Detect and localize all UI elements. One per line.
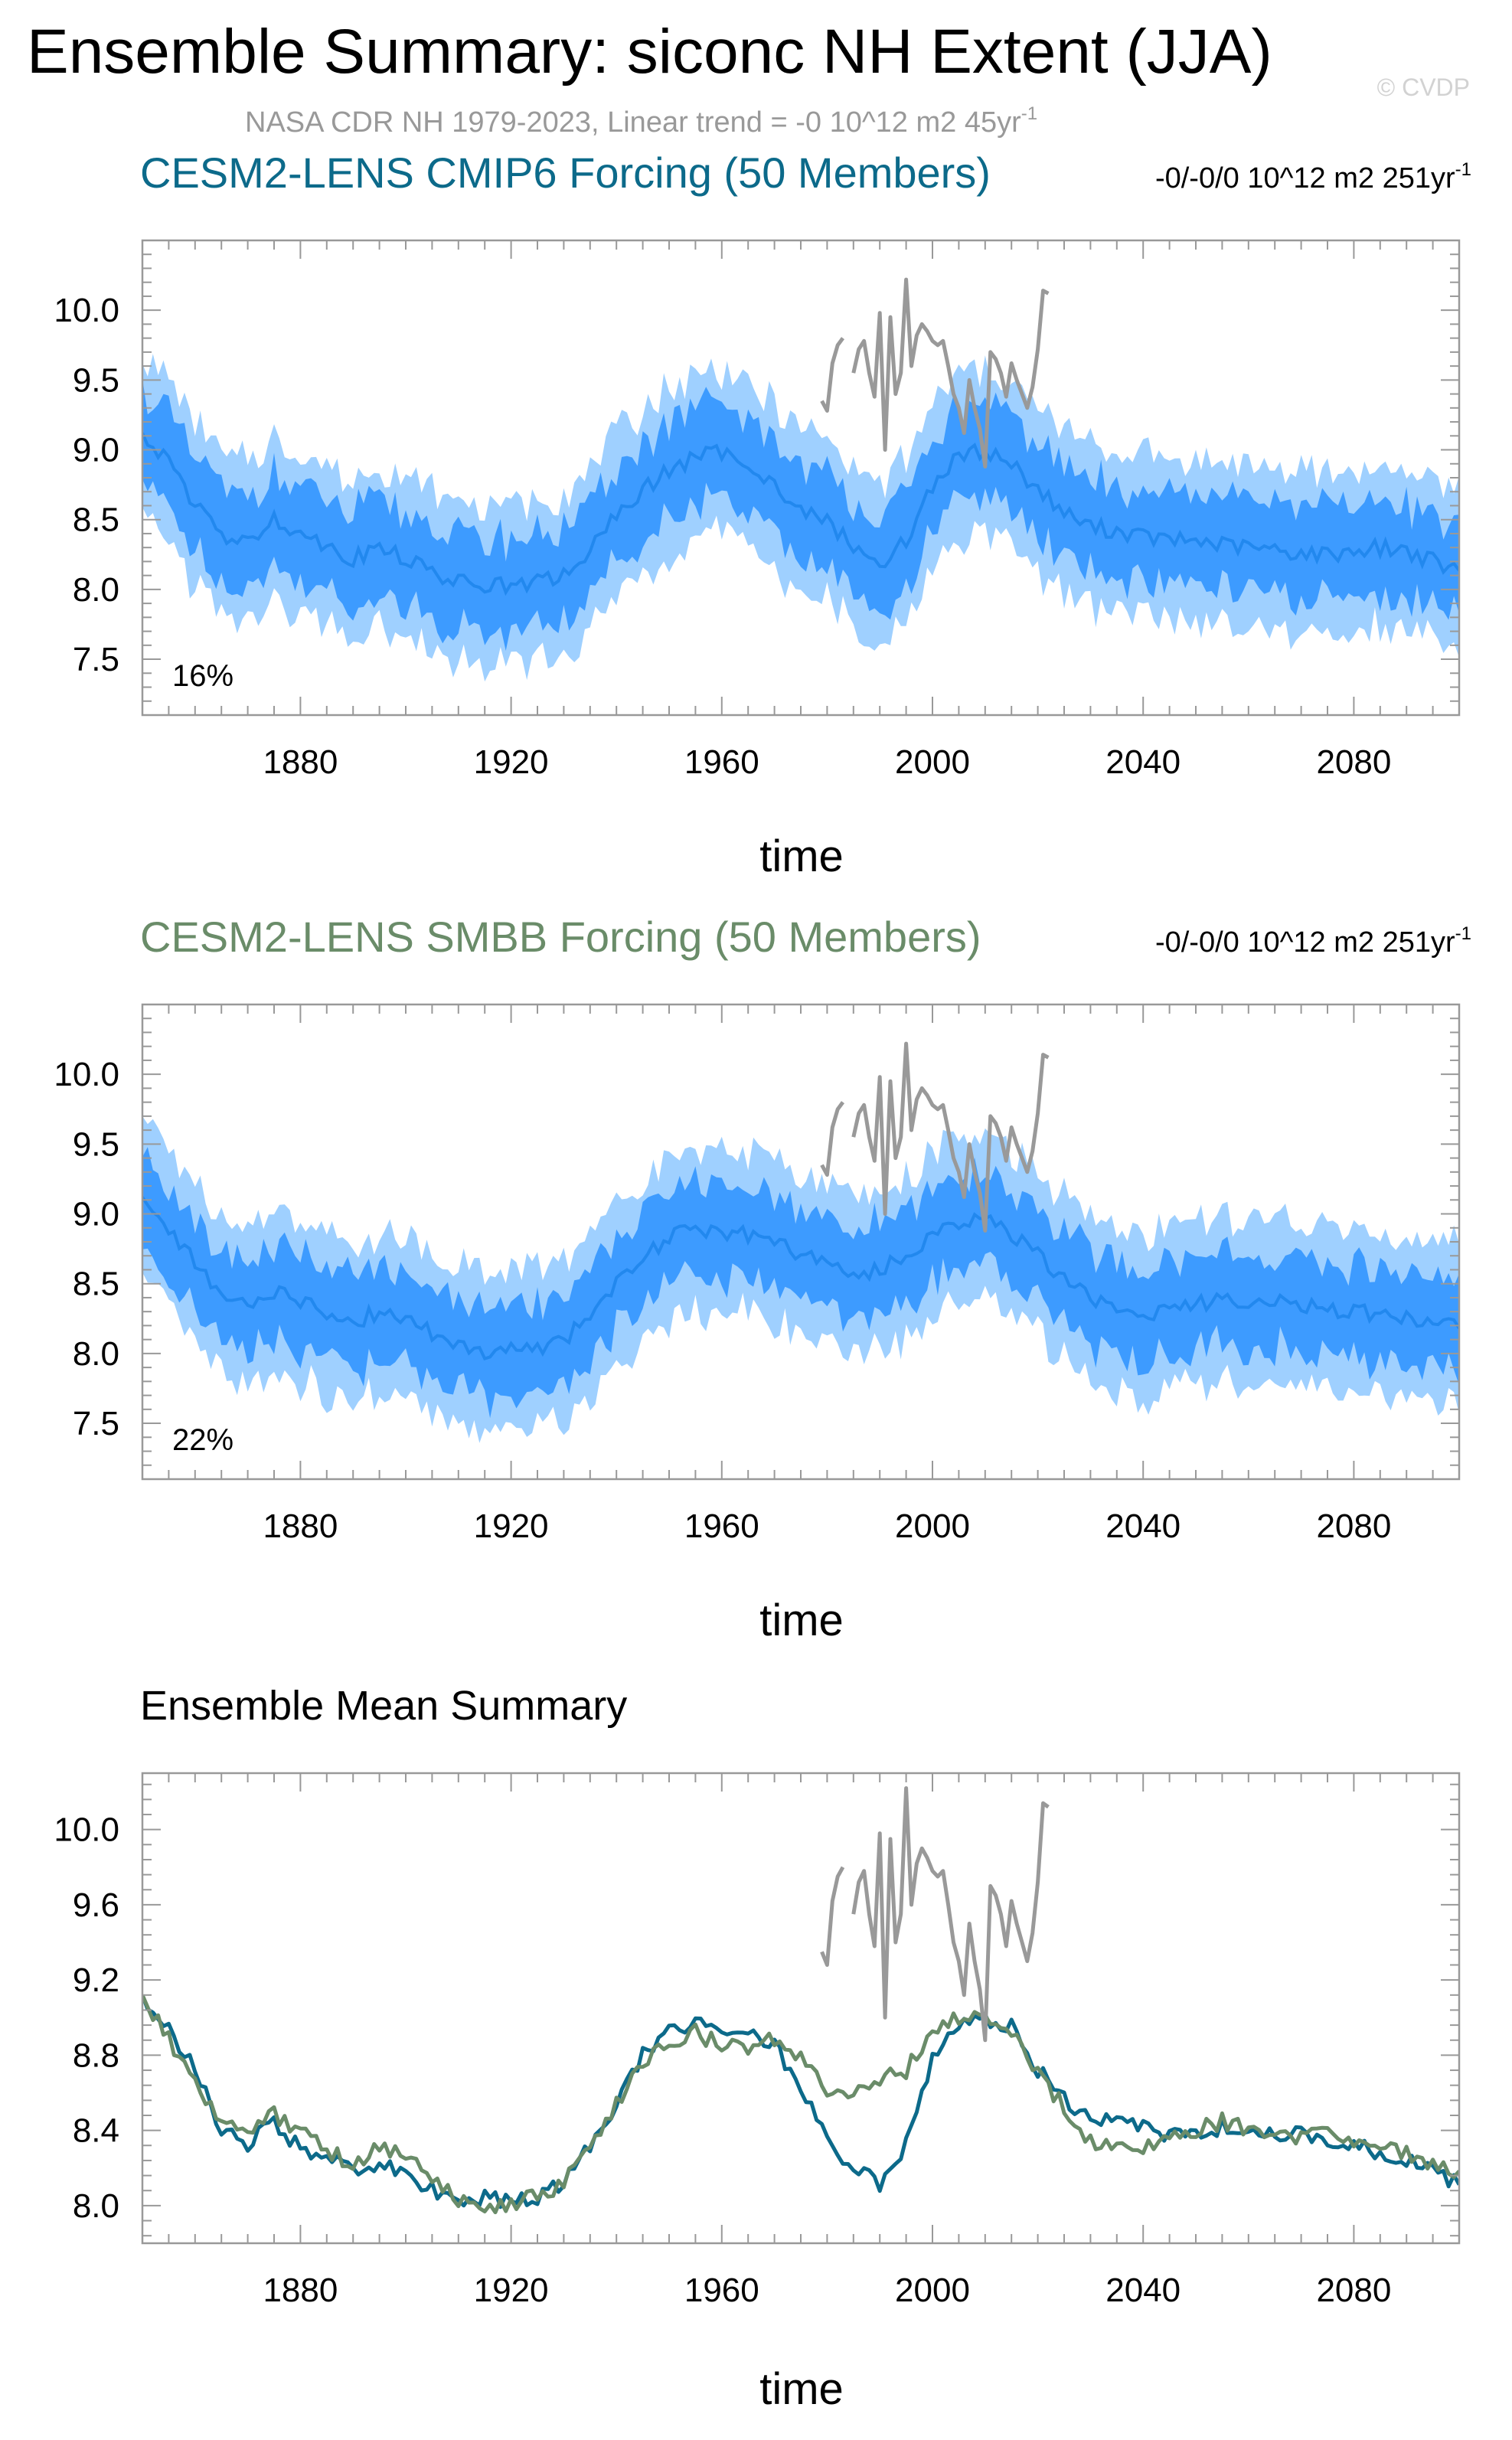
panel-summary-plot: 1880 1920 1960 2000 2040 2080 8.0 8.4 8.8 9.2 9.6 1… [54, 1772, 1461, 2309]
panel-cmip6-plot: 1880 1920 1960 2000 2040 2080 7.5 8.0 8.5 9.0 9.5 1… [54, 239, 1461, 781]
summary-series-group [142, 1786, 1459, 2215]
cmip6-xtick-label-1960: 1960 [684, 743, 759, 781]
smbb-xtick-label-2000: 2000 [895, 1507, 970, 1545]
panel-smbb: CESM2-LENS SMBB Forcing (50 Members) -0/… [54, 913, 1471, 1645]
summary-xtick-label-1960: 1960 [684, 2272, 759, 2309]
panel-cmip6-trend-sup: -1 [1455, 159, 1471, 180]
cmip6-ytick-label-8.0: 8.0 [73, 571, 119, 609]
panel-smbb-trend-sup: -1 [1455, 923, 1471, 944]
summary-xtick-label-2000: 2000 [895, 2272, 970, 2309]
summary-plot-frame [141, 1772, 1461, 2245]
cmip6-ytick-label-7.5: 7.5 [73, 641, 119, 678]
panel-smbb-percent: 22% [172, 1423, 233, 1457]
smbb-ytick-label-9.5: 9.5 [73, 1125, 119, 1163]
smbb-ytick-label-10.0: 10.0 [54, 1056, 119, 1093]
summary-ytick-label-8.4: 8.4 [73, 2112, 119, 2150]
smbb-xtick-label-1960: 1960 [684, 1507, 759, 1545]
figure-title: Ensemble Summary: siconc NH Extent (JJA) [27, 17, 1272, 87]
cmip6-xtick-label-2080: 2080 [1316, 743, 1391, 781]
summary-observations-line [820, 1786, 1050, 2043]
panel-cmip6-trend: -0/-0/0 10^12 m2 251yr-1 [1155, 159, 1471, 194]
cmip6-xtick-label-1880: 1880 [263, 743, 338, 781]
smbb-xtick-label-1880: 1880 [263, 1507, 338, 1545]
cmip6-series-group [142, 277, 1459, 682]
subtitle-text: NASA CDR NH 1979-2023, Linear trend = -0… [245, 106, 1021, 139]
panel-smbb-trend: -0/-0/0 10^12 m2 251yr-1 [1155, 923, 1471, 959]
figure-subtitle: NASA CDR NH 1979-2023, Linear trend = -0… [245, 103, 1037, 139]
smbb-xtick-label-2080: 2080 [1316, 1507, 1391, 1545]
panel-smbb-trend-text: -0/-0/0 10^12 m2 251yr [1155, 926, 1455, 959]
cmip6-observations-line [820, 277, 1050, 469]
panel-cmip6-title: CESM2-LENS CMIP6 Forcing (50 Members) [140, 149, 991, 197]
smbb-xtick-label-2040: 2040 [1105, 1507, 1181, 1545]
smbb-series-group [142, 1041, 1459, 1443]
smbb-ytick-label-8.0: 8.0 [73, 1335, 119, 1373]
cmip6-ytick-label-9.0: 9.0 [73, 432, 119, 469]
panel-cmip6-percent: 16% [172, 659, 233, 693]
panel-summary-xlabel: time [759, 2364, 844, 2414]
summary-xtick-label-1880: 1880 [263, 2272, 338, 2309]
smbb-ytick-label-9.0: 9.0 [73, 1196, 119, 1233]
panel-cmip6: CESM2-LENS CMIP6 Forcing (50 Members) -0… [54, 149, 1471, 881]
summary-cmip6-mean-line [142, 1994, 1459, 2210]
cmip6-xtick-label-2000: 2000 [895, 743, 970, 781]
smbb-ensemble-mean-line [142, 1196, 1459, 1361]
cmip6-xtick-label-2040: 2040 [1105, 743, 1181, 781]
cmip6-ytick-label-10.0: 10.0 [54, 292, 119, 329]
summary-ytick-label-8.8: 8.8 [73, 2037, 119, 2074]
panel-smbb-plot: 1880 1920 1960 2000 2040 2080 7.5 8.0 8.5 9.0 9.5 1… [54, 1003, 1461, 1545]
smbb-observations-line [820, 1041, 1050, 1233]
summary-xtick-label-2040: 2040 [1105, 2272, 1181, 2309]
cmip6-xtick-label-1920: 1920 [474, 743, 549, 781]
smbb-ytick-label-8.5: 8.5 [73, 1266, 119, 1303]
subtitle-sup: -1 [1021, 103, 1037, 124]
panel-cmip6-xlabel: time [759, 831, 844, 881]
summary-ytick-label-10.0: 10.0 [54, 1811, 119, 1849]
summary-ytick-label-9.6: 9.6 [73, 1886, 119, 1924]
summary-ytick-label-8.0: 8.0 [73, 2187, 119, 2225]
panel-cmip6-trend-text: -0/-0/0 10^12 m2 251yr [1155, 162, 1455, 194]
cmip6-ensemble-mean-line [142, 432, 1459, 596]
panel-smbb-xlabel: time [759, 1596, 844, 1645]
panel-smbb-title: CESM2-LENS SMBB Forcing (50 Members) [140, 913, 981, 961]
smbb-ytick-label-7.5: 7.5 [73, 1405, 119, 1442]
summary-xtick-label-2080: 2080 [1316, 2272, 1391, 2309]
cmip6-ytick-label-8.5: 8.5 [73, 501, 119, 539]
summary-xtick-label-1920: 1920 [474, 2272, 549, 2309]
summary-smbb-mean-line [142, 1994, 1459, 2215]
summary-ytick-label-9.2: 9.2 [73, 1961, 119, 1999]
cmip6-ytick-label-9.5: 9.5 [73, 361, 119, 399]
copyright-watermark: © CVDP [1377, 73, 1470, 101]
smbb-xtick-label-1920: 1920 [474, 1507, 549, 1545]
panel-summary-title: Ensemble Mean Summary [140, 1683, 627, 1729]
panel-summary: Ensemble Mean Summary 1880 1920 1960 2000 20… [54, 1683, 1461, 2414]
